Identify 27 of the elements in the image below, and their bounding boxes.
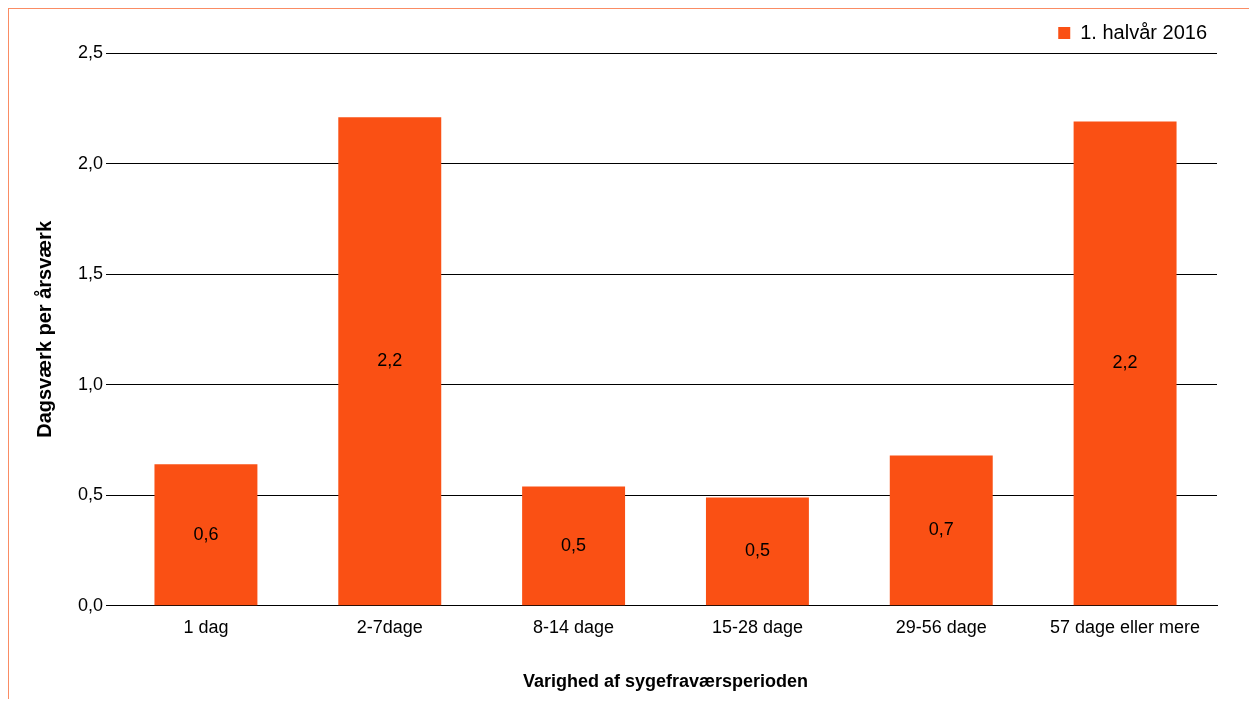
legend-label: 1. halvår 2016 bbox=[1080, 20, 1208, 43]
y-tick-label: 1,5 bbox=[77, 263, 104, 284]
bar bbox=[889, 455, 993, 606]
x-tick-label: 1 dag bbox=[183, 616, 229, 637]
data-label: 0,7 bbox=[928, 519, 954, 540]
y-tick-label: 1,0 bbox=[77, 373, 104, 394]
x-tick-label: 57 dage eller mere bbox=[1050, 616, 1201, 637]
bar bbox=[522, 486, 626, 606]
data-label: 0,5 bbox=[744, 540, 770, 561]
y-tick-label: 2,5 bbox=[77, 41, 104, 62]
y-tick-label: 0,5 bbox=[77, 484, 104, 505]
x-tick-label: 2-7dage bbox=[356, 616, 423, 637]
y-tick-label: 0,0 bbox=[77, 594, 104, 615]
bar bbox=[338, 117, 442, 606]
data-label: 0,6 bbox=[193, 523, 219, 544]
bar bbox=[705, 497, 809, 606]
x-tick-label: 15-28 dage bbox=[711, 616, 803, 637]
data-label: 0,5 bbox=[561, 534, 587, 555]
x-tick-label: 8-14 dage bbox=[533, 616, 615, 637]
bar bbox=[1073, 121, 1177, 606]
bar bbox=[154, 464, 258, 606]
y-tick-label: 2,0 bbox=[77, 152, 104, 173]
x-tick-label: 29-56 dage bbox=[895, 616, 987, 637]
y-axis-title: Dagsværk per årsværk bbox=[32, 220, 55, 438]
data-label: 2,2 bbox=[377, 350, 403, 371]
x-axis-title: Varighed af sygefraværsperioden bbox=[522, 671, 809, 692]
data-label: 2,2 bbox=[1112, 352, 1138, 373]
